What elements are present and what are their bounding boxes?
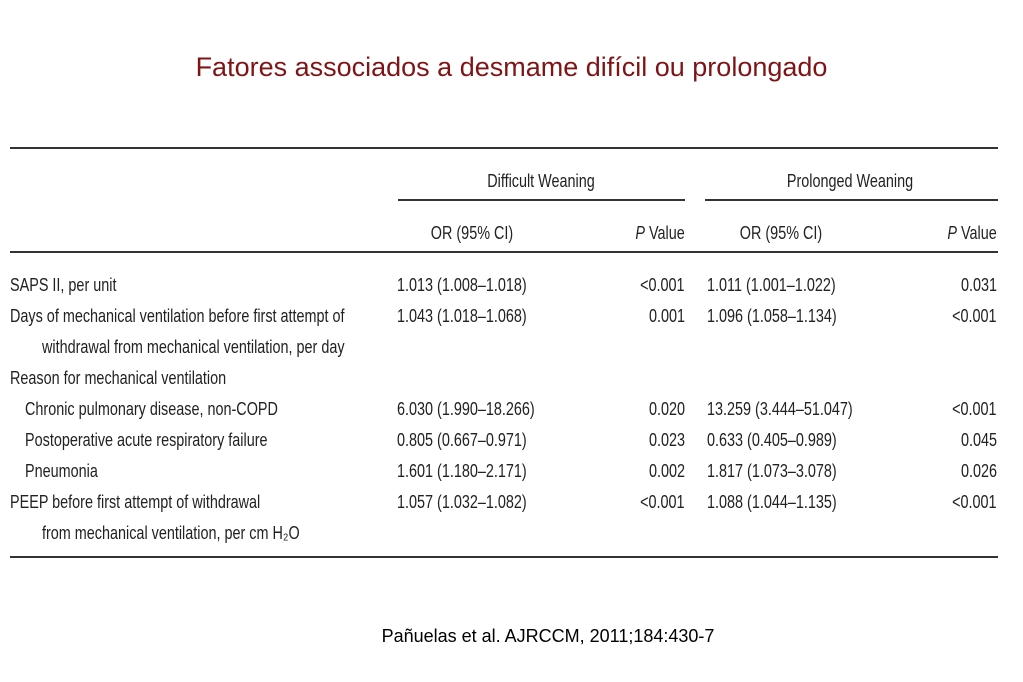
row-label: Pneumonia: [25, 461, 98, 481]
cell: <0.001: [952, 306, 997, 326]
header-rule: [10, 251, 998, 253]
cell: 0.805 (0.667–0.971): [397, 430, 527, 450]
row-label: Reason for mechanical ventilation: [10, 368, 227, 388]
cell: 0.031: [960, 275, 997, 295]
cell: 0.045: [960, 430, 997, 450]
cell: 6.030 (1.990–18.266): [397, 399, 535, 419]
row-label: Days of mechanical ventilation before fi…: [10, 306, 345, 326]
group-header: Difficult Weaning: [487, 171, 595, 191]
row-label: Chronic pulmonary disease, non-COPD: [25, 399, 278, 419]
cell: 0.020: [648, 399, 685, 419]
column-header: P Value: [635, 223, 685, 243]
cell: 1.011 (1.001–1.022): [707, 275, 836, 295]
cell: 1.013 (1.008–1.018): [397, 275, 527, 295]
row-label: Postoperative acute respiratory failure: [25, 430, 268, 450]
cell: 0.026: [960, 461, 997, 481]
table-top-rule: [10, 147, 998, 149]
cell: <0.001: [640, 492, 685, 512]
row-label: PEEP before first attempt of withdrawal: [10, 492, 261, 512]
column-header: OR (95% CI): [739, 223, 823, 243]
slide-title: Fatores associados a desmame difícil ou …: [195, 52, 828, 82]
column-header: P Value: [947, 223, 997, 243]
row-label: from mechanical ventilation, per cm H₂O: [42, 523, 300, 543]
group-rule: [705, 199, 998, 201]
cell: 1.088 (1.044–1.135): [707, 492, 837, 512]
cell: 0.001: [648, 306, 685, 326]
table-bottom-rule: [10, 556, 998, 558]
cell: 0.002: [648, 461, 685, 481]
column-header: OR (95% CI): [430, 223, 514, 243]
cell: 1.057 (1.032–1.082): [397, 492, 527, 512]
cell: 0.633 (0.405–0.989): [707, 430, 837, 450]
row-label: SAPS II, per unit: [10, 275, 117, 295]
row-label: withdrawal from mechanical ventilation, …: [42, 337, 345, 357]
cell: 1.043 (1.018–1.068): [397, 306, 527, 326]
cell: 1.817 (1.073–3.078): [707, 461, 837, 481]
cell: 1.601 (1.180–2.171): [397, 461, 527, 481]
cell: <0.001: [952, 492, 997, 512]
cell: 0.023: [648, 430, 685, 450]
citation: Pañuelas et al. AJRCCM, 2011;184:430-7: [381, 626, 715, 646]
cell: 1.096 (1.058–1.134): [707, 306, 837, 326]
group-header: Prolonged Weaning: [786, 171, 914, 191]
cell: 13.259 (3.444–51.047): [707, 399, 853, 419]
cell: <0.001: [640, 275, 685, 295]
cell: <0.001: [952, 399, 997, 419]
group-rule: [398, 199, 685, 201]
